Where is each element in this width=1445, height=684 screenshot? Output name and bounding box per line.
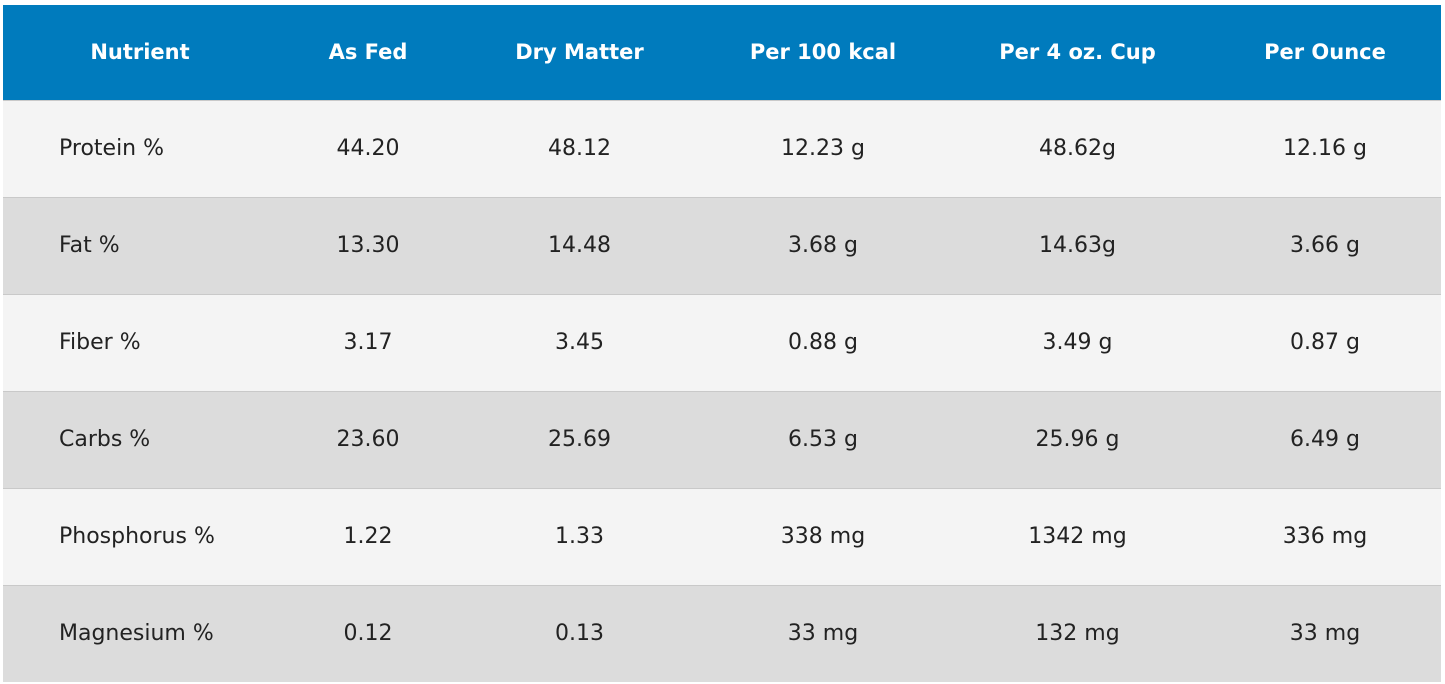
table-row: Magnesium % 0.12 0.13 33 mg 132 mg 33 mg <box>3 585 1441 682</box>
per-100-kcal-cell: 33 mg <box>787 621 859 647</box>
nutrient-name-cell: Protein % <box>59 136 165 161</box>
table-row: Protein % 44.20 48.12 12.23 g 48.62g 12.… <box>3 100 1441 197</box>
column-header-nutrient: Nutrient <box>90 40 190 65</box>
column-header-dry-matter: Dry Matter <box>515 40 644 65</box>
nutrient-name-cell: Magnesium % <box>59 621 214 647</box>
dry-matter-cell: 48.12 <box>548 136 611 161</box>
table-row: Phosphorus % 1.22 1.33 338 mg 1342 mg 33… <box>3 488 1441 585</box>
per-100-kcal-cell: 6.53 g <box>788 427 858 452</box>
per-4-oz-cup-cell: 14.63g <box>1039 233 1116 258</box>
table-row: Fiber % 3.17 3.45 0.88 g 3.49 g 0.87 g <box>3 294 1441 391</box>
as-fed-cell: 13.30 <box>336 233 400 258</box>
table-header: Nutrient As Fed Dry Matter Per 100 kcal … <box>3 5 1441 100</box>
per-ounce-cell: 12.16 g <box>1283 136 1367 161</box>
dry-matter-cell: 25.69 <box>548 427 611 452</box>
nutrient-name-cell: Fat % <box>59 233 120 258</box>
nutrient-name-cell: Fiber % <box>59 330 141 355</box>
as-fed-cell: 1.22 <box>343 524 393 549</box>
nutrient-name-cell: Carbs % <box>59 427 151 452</box>
table-row: Fat % 13.30 14.48 3.68 g 14.63g 3.66 g <box>3 197 1441 294</box>
per-100-kcal-cell: 338 mg <box>780 524 866 549</box>
column-header-as-fed: As Fed <box>328 40 408 65</box>
dry-matter-cell: 3.45 <box>555 330 604 355</box>
table-body: Protein % 44.20 48.12 12.23 g 48.62g 12.… <box>3 100 1441 682</box>
dry-matter-cell: 1.33 <box>555 524 604 549</box>
column-header-per-4-oz-cup: Per 4 oz. Cup <box>999 40 1156 65</box>
nutrient-name-cell: Phosphorus % <box>59 524 215 549</box>
per-4-oz-cup-cell: 48.62g <box>1039 136 1116 161</box>
per-ounce-cell: 6.49 g <box>1290 427 1360 452</box>
nutrient-table: Nutrient As Fed Dry Matter Per 100 kcal … <box>3 5 1441 682</box>
dry-matter-cell: 0.13 <box>555 621 604 647</box>
per-4-oz-cup-cell: 3.49 g <box>1042 330 1113 355</box>
column-header-per-ounce: Per Ounce <box>1264 40 1386 65</box>
table-row: Carbs % 23.60 25.69 6.53 g 25.96 g 6.49 … <box>3 391 1441 488</box>
dry-matter-cell: 14.48 <box>548 233 611 258</box>
per-100-kcal-cell: 3.68 g <box>788 233 858 258</box>
as-fed-cell: 44.20 <box>336 136 400 161</box>
per-ounce-cell: 0.87 g <box>1290 330 1360 355</box>
as-fed-cell: 3.17 <box>343 330 393 355</box>
per-4-oz-cup-cell: 132 mg <box>1035 621 1120 647</box>
per-ounce-cell: 3.66 g <box>1290 233 1360 258</box>
as-fed-cell: 0.12 <box>343 621 393 647</box>
header-row: Nutrient As Fed Dry Matter Per 100 kcal … <box>3 5 1441 100</box>
as-fed-cell: 23.60 <box>336 427 400 452</box>
per-4-oz-cup-cell: 25.96 g <box>1035 427 1120 452</box>
nutrient-table-container: Nutrient As Fed Dry Matter Per 100 kcal … <box>3 5 1441 684</box>
per-ounce-cell: 33 mg <box>1289 621 1361 647</box>
per-ounce-cell: 336 mg <box>1282 524 1368 549</box>
per-100-kcal-cell: 0.88 g <box>788 330 858 355</box>
per-100-kcal-cell: 12.23 g <box>781 136 865 161</box>
column-header-per-100-kcal: Per 100 kcal <box>749 40 897 65</box>
per-4-oz-cup-cell: 1342 mg <box>1028 524 1127 549</box>
